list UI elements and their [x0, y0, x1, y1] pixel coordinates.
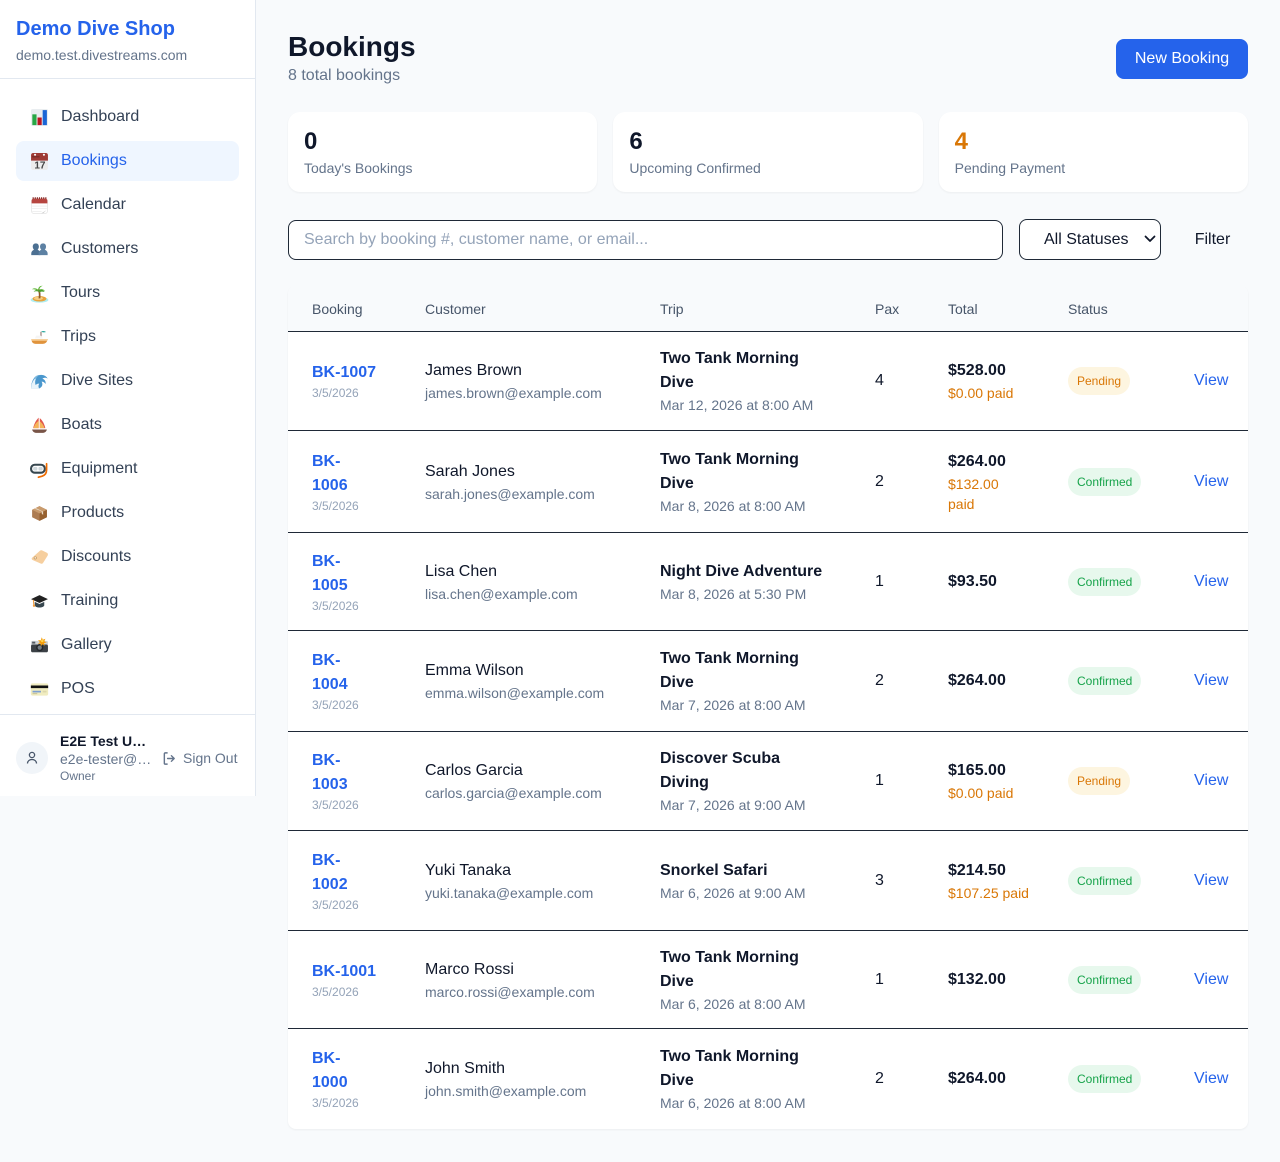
svg-text:17: 17	[34, 160, 46, 171]
